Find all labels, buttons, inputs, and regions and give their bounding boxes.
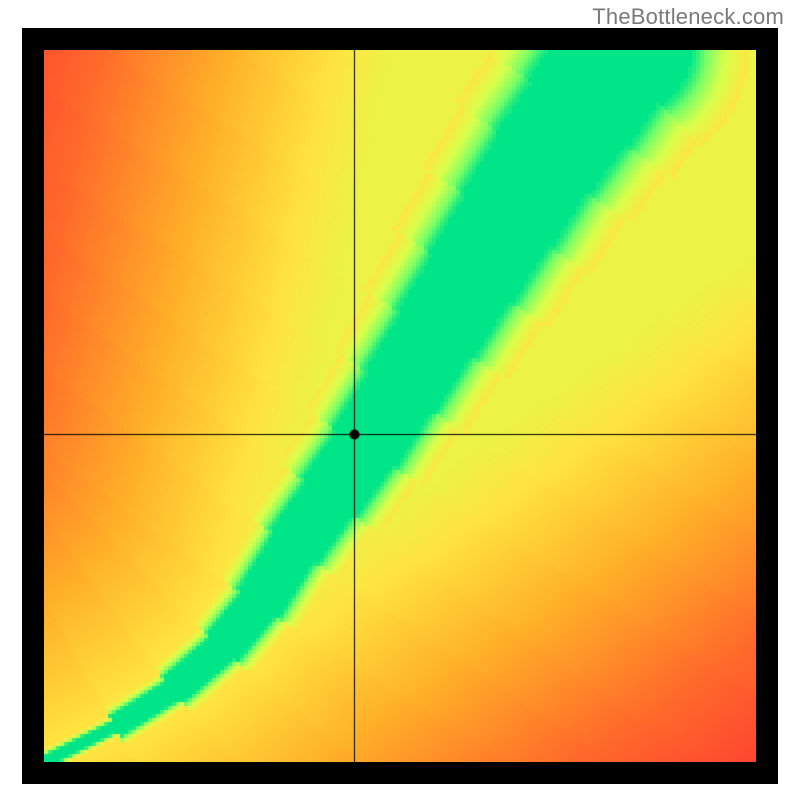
plot-outer-frame (22, 28, 778, 784)
watermark-text: TheBottleneck.com (592, 4, 784, 30)
heatmap-canvas (44, 50, 756, 762)
plot-area (44, 50, 756, 762)
figure: { "watermark": "TheBottleneck.com", "hea… (0, 0, 800, 800)
